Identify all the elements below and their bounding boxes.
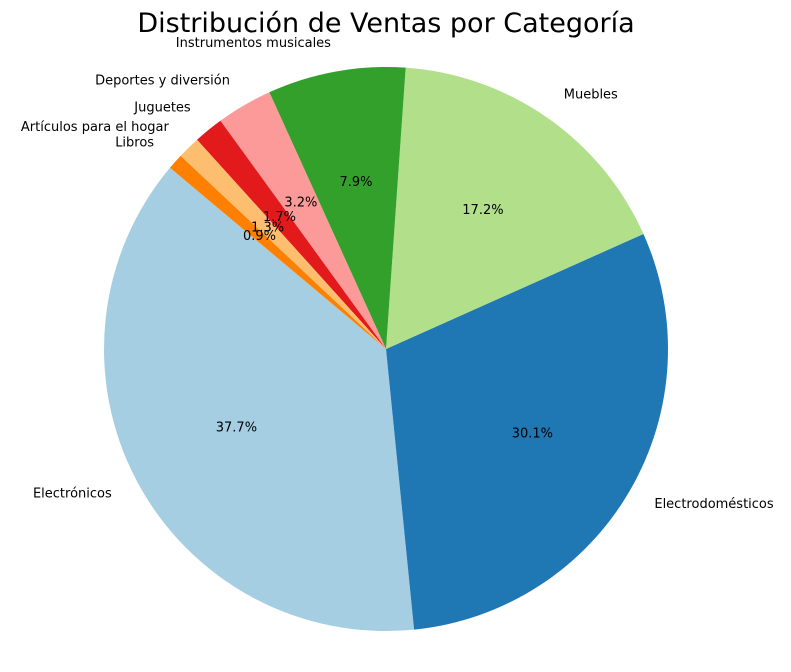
category-label-instrumentos-musicales: Instrumentos musicales	[176, 36, 331, 51]
slice-muebles	[386, 67, 644, 349]
slice-electrodomesticos	[386, 233, 668, 630]
category-label-deportes-y-diversion: Deportes y diversión	[95, 73, 230, 88]
category-labels: Electrónicos Electrodomésticos Muebles Inst…	[21, 36, 774, 512]
percent-labels: 37.7% 30.1% 17.2% 7.9% 3.2%1.7%1.3%0.9%	[216, 175, 553, 441]
slice-electronicos	[103, 167, 415, 631]
slice-libros	[169, 155, 386, 349]
slice-deportes-y-diversion	[220, 92, 386, 349]
percent-label-juguetes: 1.7%	[263, 210, 296, 225]
percent-label-electrodomesticos: 30.1%	[512, 426, 553, 441]
percent-label-instrumentos-musicales: 7.9%	[339, 175, 372, 190]
percent-label-muebles: 17.2%	[462, 203, 503, 218]
slice-juguetes	[197, 120, 386, 349]
chart-title: Distribución de Ventas por Categoría	[137, 8, 634, 39]
percent-label-libros: 0.9%	[243, 229, 276, 244]
percent-label-deportes-y-diversion: 3.2%	[284, 195, 317, 210]
category-label-electrodomesticos: Electrodomésticos	[654, 497, 774, 512]
category-label-muebles: Muebles	[564, 87, 618, 102]
slice-instrumentos-musicales	[269, 66, 406, 349]
percent-label-electronicos: 37.7%	[216, 421, 257, 436]
category-label-juguetes: Juguetes	[133, 100, 191, 115]
category-label-libros: Libros	[115, 135, 154, 150]
category-label-electronicos: Electrónicos	[33, 486, 112, 501]
percent-label-articulos-para-el-hogar: 1.3%	[251, 221, 284, 236]
slice-articulos-para-el-hogar	[180, 139, 386, 349]
pie-slices	[103, 66, 668, 631]
category-label-articulos-para-el-hogar: Artículos para el hogar	[21, 120, 170, 135]
